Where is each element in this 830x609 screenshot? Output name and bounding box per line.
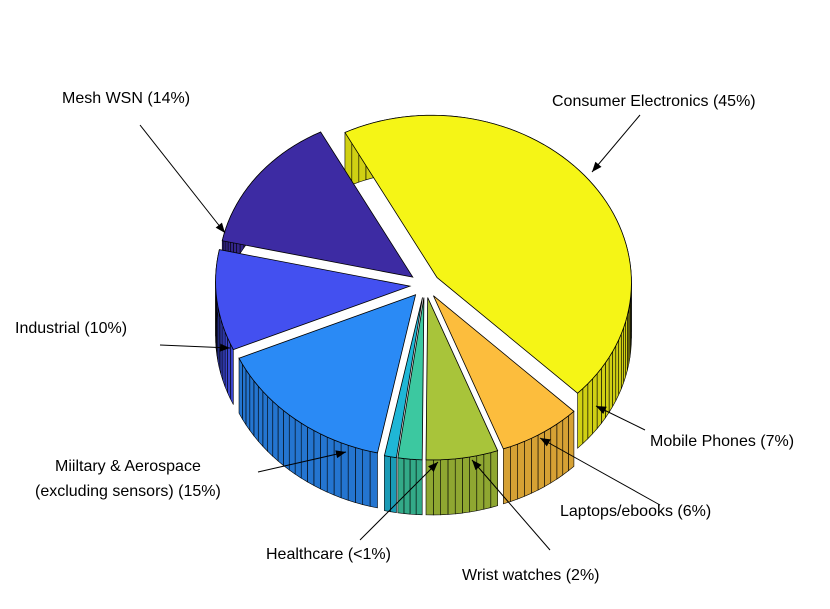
callout-arrowhead-4 — [428, 462, 438, 472]
slice-side-facet — [272, 400, 279, 462]
slice-side-4 — [384, 455, 397, 513]
slice-side-facet — [369, 451, 378, 509]
slice-top-4 — [383, 297, 423, 459]
callout-arrowhead-7 — [215, 222, 225, 233]
slice-side-facet — [592, 372, 598, 435]
slice-side-facet — [397, 457, 405, 514]
slice-top-7 — [221, 131, 414, 278]
callout-line-6 — [159, 344, 231, 349]
pie-tops-layer — [215, 114, 632, 461]
slice-side-facet — [510, 443, 518, 503]
label-military-line1: Miiltary & Aerospace — [55, 458, 201, 475]
slice-side-facet — [608, 350, 613, 414]
slice-side-facet — [320, 433, 328, 493]
slice-side-facet — [403, 458, 411, 515]
callout-line-2 — [539, 437, 661, 506]
slice-side-facet — [283, 409, 290, 471]
slice-side-facet — [577, 387, 584, 449]
callout-line-0 — [591, 114, 641, 173]
slice-side-3 — [397, 457, 423, 516]
slice-top-6 — [215, 249, 412, 351]
slice-side-facet — [347, 444, 356, 503]
slice-side-facet — [222, 325, 226, 387]
callout-line-4 — [359, 461, 439, 541]
callout-arrowhead-3 — [472, 460, 482, 471]
slice-top-1 — [433, 295, 575, 450]
slice-side-facet — [618, 333, 622, 396]
slice-side-facet — [242, 362, 247, 426]
slice-side-facet — [326, 436, 335, 496]
slice-side-facet — [362, 449, 371, 507]
label-laptops-ebooks: Laptops/ebooks (6%) — [560, 503, 711, 520]
slice-side-facet — [227, 337, 231, 399]
slice-side-facet — [249, 374, 255, 437]
slice-side-facet — [245, 368, 251, 432]
label-consumer-electronics: Consumer Electronics (45%) — [552, 93, 756, 110]
slice-side-facet — [524, 437, 532, 497]
slice-top-0 — [344, 114, 632, 394]
slice-side-facet — [440, 459, 449, 516]
label-wrist-watches: Wrist watches (2%) — [462, 567, 600, 584]
label-mesh-wsn: Mesh WSN (14%) — [62, 90, 190, 107]
slice-side-facet — [596, 367, 602, 430]
callout-arrowhead-6 — [219, 343, 230, 352]
slice-side-facet — [587, 378, 593, 440]
slice-side-facet — [582, 383, 589, 445]
slice-side-facet — [568, 410, 575, 472]
slice-side-facet — [257, 385, 264, 448]
slice-top-2 — [425, 297, 499, 461]
slice-side-facet — [490, 450, 498, 508]
slice-side-facet — [454, 457, 463, 515]
slice-side-facet — [550, 423, 558, 484]
label-military-line2: (excluding sensors) (15%) — [35, 483, 221, 500]
slice-side-facet — [229, 343, 234, 405]
slice-side-facet — [447, 458, 456, 515]
slice-side-1 — [503, 410, 575, 505]
slice-side-facet — [562, 415, 569, 476]
slice-side-facet — [415, 459, 423, 516]
callout-layer: Consumer Electronics (45%) Mobile Phones… — [15, 90, 794, 584]
slice-side-facet — [620, 327, 624, 389]
slice-side-facet — [262, 390, 268, 453]
slice-top-5 — [238, 294, 417, 454]
slice-side-facet — [238, 357, 243, 421]
slice-side-facet — [531, 434, 539, 494]
slice-side-facet — [612, 345, 617, 407]
callout-line-5 — [257, 451, 347, 473]
slice-side-facet — [300, 422, 308, 483]
slice-side-2 — [425, 450, 498, 516]
slice-side-facet — [462, 456, 470, 514]
slice-side-facet — [267, 395, 274, 457]
label-healthcare: Healthcare (<1%) — [266, 546, 391, 563]
slice-side-facet — [307, 426, 315, 487]
label-mobile-phones: Mobile Phones (7%) — [650, 433, 794, 450]
slice-side-facet — [294, 418, 302, 479]
slice-side-facet — [623, 321, 626, 383]
slice-side-facet — [605, 356, 610, 419]
slice-side-facet — [601, 361, 606, 425]
slice-side-facet — [253, 379, 259, 442]
slice-side-facet — [384, 455, 391, 513]
callout-line-3 — [471, 459, 551, 551]
slice-side-facet — [333, 439, 342, 499]
slice-side-facet — [355, 447, 363, 505]
slice-side-facet — [544, 427, 552, 488]
slice-top-3 — [397, 297, 425, 461]
slice-side-facet — [615, 339, 619, 401]
slice-side-facet — [277, 405, 284, 467]
slice-side-facet — [288, 414, 296, 475]
callout-line-7 — [139, 124, 226, 234]
slice-side-facet — [224, 331, 228, 393]
slice-side-facet — [476, 453, 485, 512]
slice-side-facet — [313, 430, 321, 490]
slice-side-facet — [517, 440, 525, 500]
slice-side-facet — [503, 446, 511, 505]
callout-arrowhead-2 — [540, 438, 551, 447]
callout-arrowhead-5 — [335, 450, 346, 459]
callout-arrowhead-1 — [596, 406, 607, 414]
label-industrial: Industrial (10%) — [15, 320, 127, 337]
callout-arrowhead-0 — [592, 161, 602, 172]
